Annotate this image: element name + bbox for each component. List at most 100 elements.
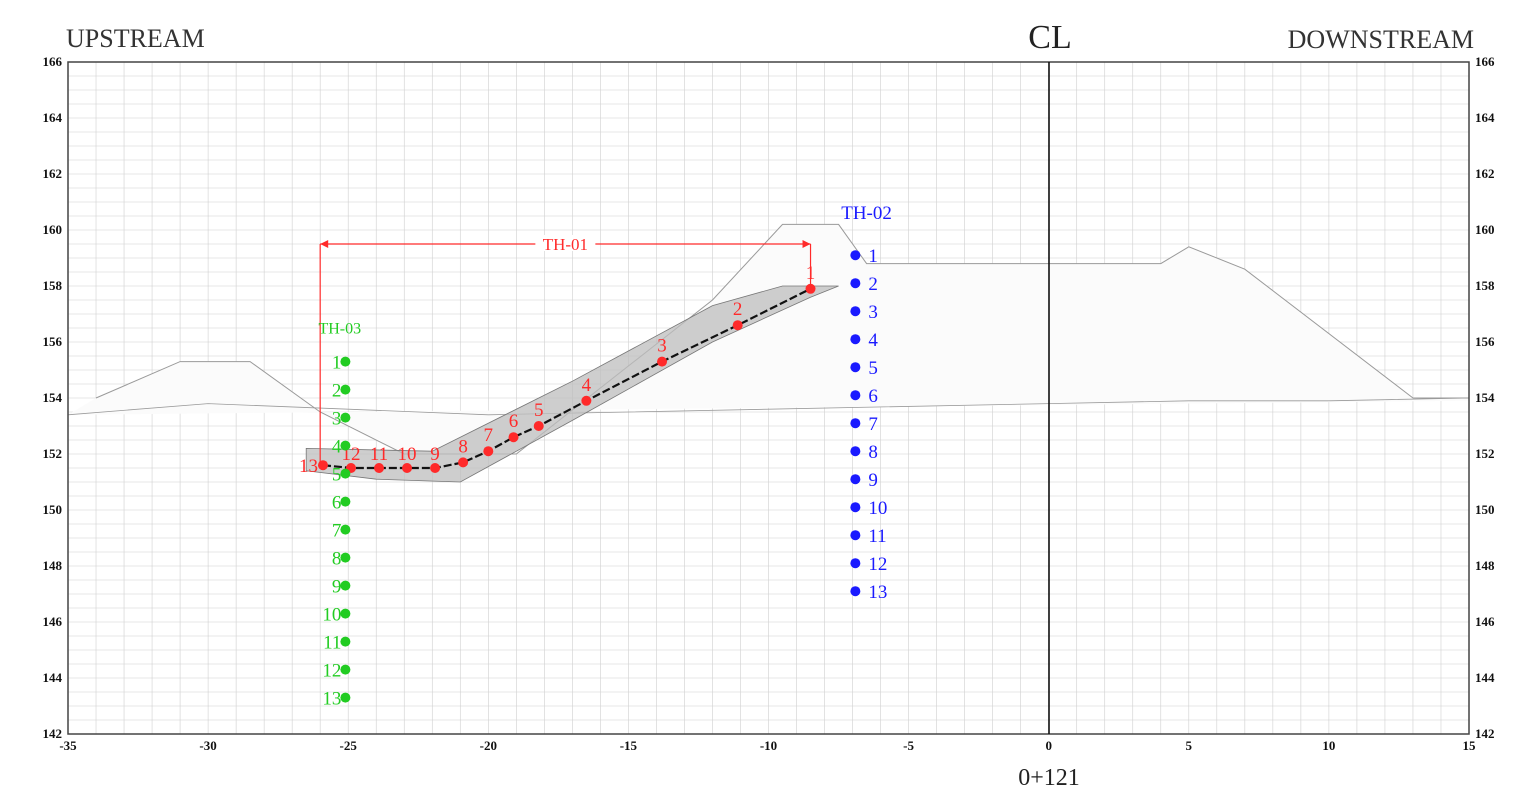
th-03-point bbox=[340, 608, 351, 619]
th-03-point-label: 12 bbox=[322, 661, 341, 682]
y-tick-label-left: 142 bbox=[43, 726, 63, 741]
centerline-label: CL bbox=[1028, 19, 1071, 56]
th-01-point-label: 4 bbox=[582, 375, 592, 396]
th-01-point bbox=[581, 395, 592, 406]
th-02-point bbox=[850, 530, 861, 541]
th-02-point-label: 12 bbox=[868, 554, 887, 575]
th-01-point bbox=[458, 457, 469, 468]
test-hole-series: TH-0112345678910111213TH-021234567891011… bbox=[299, 203, 892, 710]
embankment-outline bbox=[95, 223, 1469, 455]
y-tick-label-left: 162 bbox=[43, 166, 63, 181]
th-02-point-label: 7 bbox=[868, 414, 878, 435]
th-01-point bbox=[483, 446, 494, 457]
y-tick-label-right: 156 bbox=[1475, 334, 1495, 349]
th-03-point-label: 4 bbox=[332, 437, 342, 458]
th-01-point-label: 6 bbox=[509, 411, 519, 432]
y-tick-label-left: 146 bbox=[43, 614, 63, 629]
y-tick-label-left: 164 bbox=[43, 110, 63, 125]
th-03-point bbox=[340, 636, 351, 647]
th-03-point bbox=[340, 468, 351, 479]
y-tick-label-right: 154 bbox=[1475, 390, 1495, 405]
y-tick-label-right: 142 bbox=[1475, 726, 1495, 741]
x-tick-label: 5 bbox=[1186, 738, 1193, 753]
x-tick-label: -25 bbox=[340, 738, 358, 753]
th-02-point-label: 6 bbox=[868, 386, 878, 407]
y-tick-label-left: 148 bbox=[43, 558, 63, 573]
th-01-point-label: 3 bbox=[657, 336, 667, 357]
y-tick-label-left: 158 bbox=[43, 278, 63, 293]
y-tick-label-right: 146 bbox=[1475, 614, 1495, 629]
y-tick-label-right: 150 bbox=[1475, 502, 1495, 517]
th-02-point-label: 11 bbox=[868, 526, 886, 547]
th-01-point-label: 9 bbox=[430, 444, 440, 465]
x-tick-label: 10 bbox=[1322, 738, 1335, 753]
th-03-point bbox=[340, 552, 351, 563]
th-02-point bbox=[850, 474, 861, 485]
x-tick-label: -10 bbox=[760, 738, 777, 753]
th-01-point-label: 7 bbox=[484, 425, 494, 446]
y-axis-right: 142 144 146 148 150 152 154 156 158 160 162 164 166 bbox=[1475, 54, 1495, 741]
th-02-point-label: 8 bbox=[868, 442, 878, 463]
y-tick-label-left: 152 bbox=[43, 446, 63, 461]
th-03-point-label: 3 bbox=[332, 409, 342, 430]
th-03-point bbox=[340, 412, 351, 423]
th-02-point-label: 5 bbox=[868, 358, 878, 379]
th-03-point-label: 1 bbox=[332, 353, 342, 374]
y-tick-label-right: 166 bbox=[1475, 54, 1495, 69]
th-01-point-label: 13 bbox=[299, 456, 318, 477]
th-03-point bbox=[340, 580, 351, 591]
th-01-point bbox=[805, 283, 816, 294]
ground-line bbox=[67, 397, 1470, 416]
th-03-point bbox=[340, 496, 351, 507]
y-tick-label-left: 156 bbox=[43, 334, 63, 349]
th-01-point-label: 11 bbox=[370, 444, 388, 465]
th-02-point-label: 4 bbox=[868, 330, 878, 351]
y-tick-label-right: 162 bbox=[1475, 166, 1495, 181]
y-tick-label-right: 160 bbox=[1475, 222, 1495, 237]
y-tick-label-left: 144 bbox=[43, 670, 63, 685]
th-02-point bbox=[850, 418, 861, 429]
th-03-point bbox=[340, 692, 351, 703]
th-02-point bbox=[850, 362, 861, 373]
y-tick-label-left: 160 bbox=[43, 222, 63, 237]
y-tick-label-left: 166 bbox=[43, 54, 63, 69]
th-03-name: TH-03 bbox=[318, 321, 361, 338]
th-02-point bbox=[850, 446, 861, 457]
th-03-point bbox=[340, 664, 351, 675]
plot-frame bbox=[67, 61, 1470, 735]
th-02-point-label: 2 bbox=[868, 274, 878, 295]
th-03-point-label: 9 bbox=[332, 577, 342, 598]
station-label: 0+121 bbox=[1018, 765, 1080, 791]
x-tick-label: -20 bbox=[480, 738, 497, 753]
th-03-point-label: 11 bbox=[323, 633, 341, 654]
th-01-label-bg bbox=[535, 235, 596, 251]
th-03-point bbox=[340, 384, 351, 395]
th-01-point bbox=[374, 463, 385, 473]
th-01-point bbox=[508, 432, 519, 443]
th-03-point-label: 8 bbox=[332, 549, 342, 570]
x-tick-label: -30 bbox=[199, 738, 216, 753]
upstream-label: UPSTREAM bbox=[66, 24, 205, 53]
x-tick-label: 15 bbox=[1463, 738, 1477, 753]
th-03-point-label: 2 bbox=[332, 381, 342, 402]
th-03-point-label: 6 bbox=[332, 493, 342, 514]
th-01-point-label: 1 bbox=[806, 263, 816, 284]
bracket-arrow-left bbox=[320, 240, 329, 248]
th-02-point-label: 1 bbox=[868, 246, 878, 267]
th-01-point bbox=[317, 460, 328, 471]
y-axis-left: 142 144 146 148 150 152 154 156 158 160 162 164 166 bbox=[43, 54, 63, 741]
y-tick-label-right: 152 bbox=[1475, 446, 1495, 461]
th-01-point-label: 8 bbox=[458, 436, 468, 457]
th-02-point bbox=[850, 586, 861, 597]
y-tick-label-right: 158 bbox=[1475, 278, 1495, 293]
embankment-body bbox=[67, 223, 1470, 483]
y-tick-label-left: 150 bbox=[43, 502, 63, 517]
x-axis: -35 -30 -25 -20 -15 -10 -5 0 5 10 15 bbox=[59, 738, 1476, 753]
th-01-point bbox=[657, 356, 668, 367]
th-02-point bbox=[850, 558, 861, 569]
x-tick-label: -15 bbox=[620, 738, 638, 753]
th-01-point bbox=[533, 421, 544, 431]
th-02-point bbox=[850, 278, 861, 289]
th-02-point bbox=[850, 502, 861, 513]
